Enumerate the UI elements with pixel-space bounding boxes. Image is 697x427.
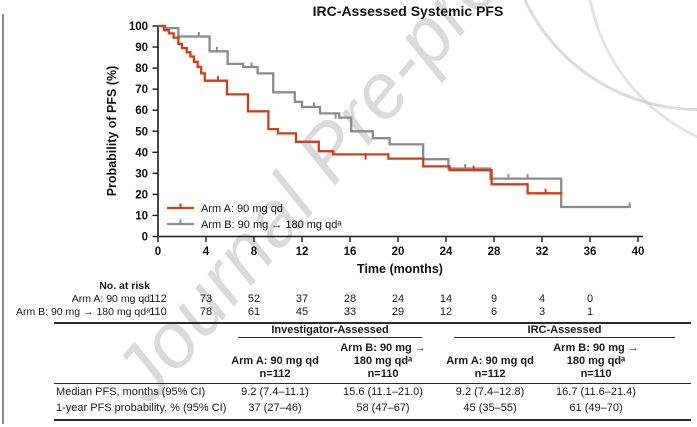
risk-value: 9 [490,293,498,305]
summary-value: 9.2 (7.4–11.1) [241,386,309,398]
risk-value: 37 [295,293,309,305]
risk-value: 45 [295,305,309,318]
group-header-irc: IRC-Assessed [454,324,676,338]
risk-table-header: No. at risk [99,280,150,292]
legend-label-arm-b: Arm B: 90 mg → 180 mg qdᵃ [201,219,342,231]
x-tick-label: 40 [632,246,645,258]
group-header-row: Investigator-Assessed IRC-Assessed [54,323,691,340]
y-tick-label: 0 [142,232,148,244]
summary-value: 58 (47–67) [356,402,410,414]
risk-value: 6 [490,305,498,318]
risk-value: 24 [391,293,405,305]
arm-column-header: Arm B: 90 mg → 180 mg qdᵃ n=110 [328,340,439,384]
summary-value: 9.2 (7.4–12.8) [455,386,525,398]
x-tick-label: 12 [296,246,309,258]
km-pfs-chart: IRC-Assessed Systemic PFS Probability of … [105,3,645,276]
risk-value: 112 [149,293,167,305]
x-tick-label: 8 [251,246,258,258]
x-tick-label: 20 [392,246,405,258]
arm-column-header: Arm B: 90 mg → 180 mg qdᵃ n=110 [542,340,651,384]
arm-column-header: Arm A: 90 mg qd n=112 [222,340,328,384]
risk-value: 52 [247,293,261,305]
y-tick-label: 10 [135,210,148,222]
summary-row-label: 1-year PFS probability, % (95% CI) [56,402,227,414]
summary-value: 37 (27–46) [248,402,302,414]
summary-value: 61 (49–70) [569,402,623,414]
risk-value: 12 [439,305,453,318]
risk-value: 73 [199,293,213,305]
risk-value: 61 [247,305,261,318]
x-tick-label: 24 [440,246,453,258]
column-header-row: Arm A: 90 mg qd n=112 Arm B: 90 mg → 180 m… [54,340,692,384]
y-tick-label: 20 [135,189,148,201]
arm-column-header: Arm A: 90 mg qd n=112 [438,340,543,384]
summary-value: 16.7 (11.6–21.4) [556,386,636,398]
group-header-investigator: Investigator-Assessed [238,324,423,338]
risk-value: 0 [586,293,594,305]
y-tick-label: 30 [135,168,148,180]
y-tick-label: 50 [135,126,148,138]
summary-value: 45 (35–55) [463,402,517,414]
y-tick-label: 70 [135,84,148,96]
y-tick-label: 60 [135,105,148,117]
arm-a-curve [158,24,563,195]
summary-data-row: Median PFS, months (95% CI) 9.2 (7.4–11.1… [54,384,691,401]
risk-value: 14 [439,293,453,305]
risk-value: 3 [538,305,546,318]
risk-row-label: Arm A: 90 mg qd [71,293,150,305]
y-axis-label: Probability of PFS (%) [105,66,119,197]
y-tick-label: 90 [135,42,148,54]
pfs-summary-table: Investigator-Assessed IRC-Assessed Arm A: … [54,322,692,421]
risk-value: 28 [343,293,357,305]
arm-b-curve [158,24,631,209]
risk-row-label: Arm B: 90 mg → 180 mg qdᵃ [15,305,150,318]
risk-value: 1 [586,305,594,318]
risk-value: 33 [343,305,357,318]
risk-value: 4 [538,293,546,305]
x-tick-label: 0 [155,246,161,258]
summary-row-label: Median PFS, months (95% CI) [56,386,206,398]
x-tick-label: 32 [536,246,549,258]
x-tick-label: 16 [344,246,357,258]
x-axis-label: Time (months) [357,262,443,276]
x-tick-label: 28 [488,246,501,258]
page-edge-line [2,14,4,424]
y-tick-label: 40 [135,147,148,159]
y-tick-label: 80 [135,63,148,75]
legend-label-arm-a: Arm A: 90 mg qd [201,203,283,215]
risk-value: 78 [199,305,213,318]
summary-value: 15.6 (11.1–21.0) [343,386,423,398]
risk-value: 110 [149,305,167,318]
summary-data-row: 1-year PFS probability, % (95% CI) 37 (27… [54,400,691,420]
risk-value: 29 [391,305,405,318]
y-tick-label: 100 [129,21,148,33]
chart-title: IRC-Assessed Systemic PFS [313,3,504,19]
x-tick-label: 4 [203,246,210,258]
x-tick-label: 36 [584,246,597,258]
